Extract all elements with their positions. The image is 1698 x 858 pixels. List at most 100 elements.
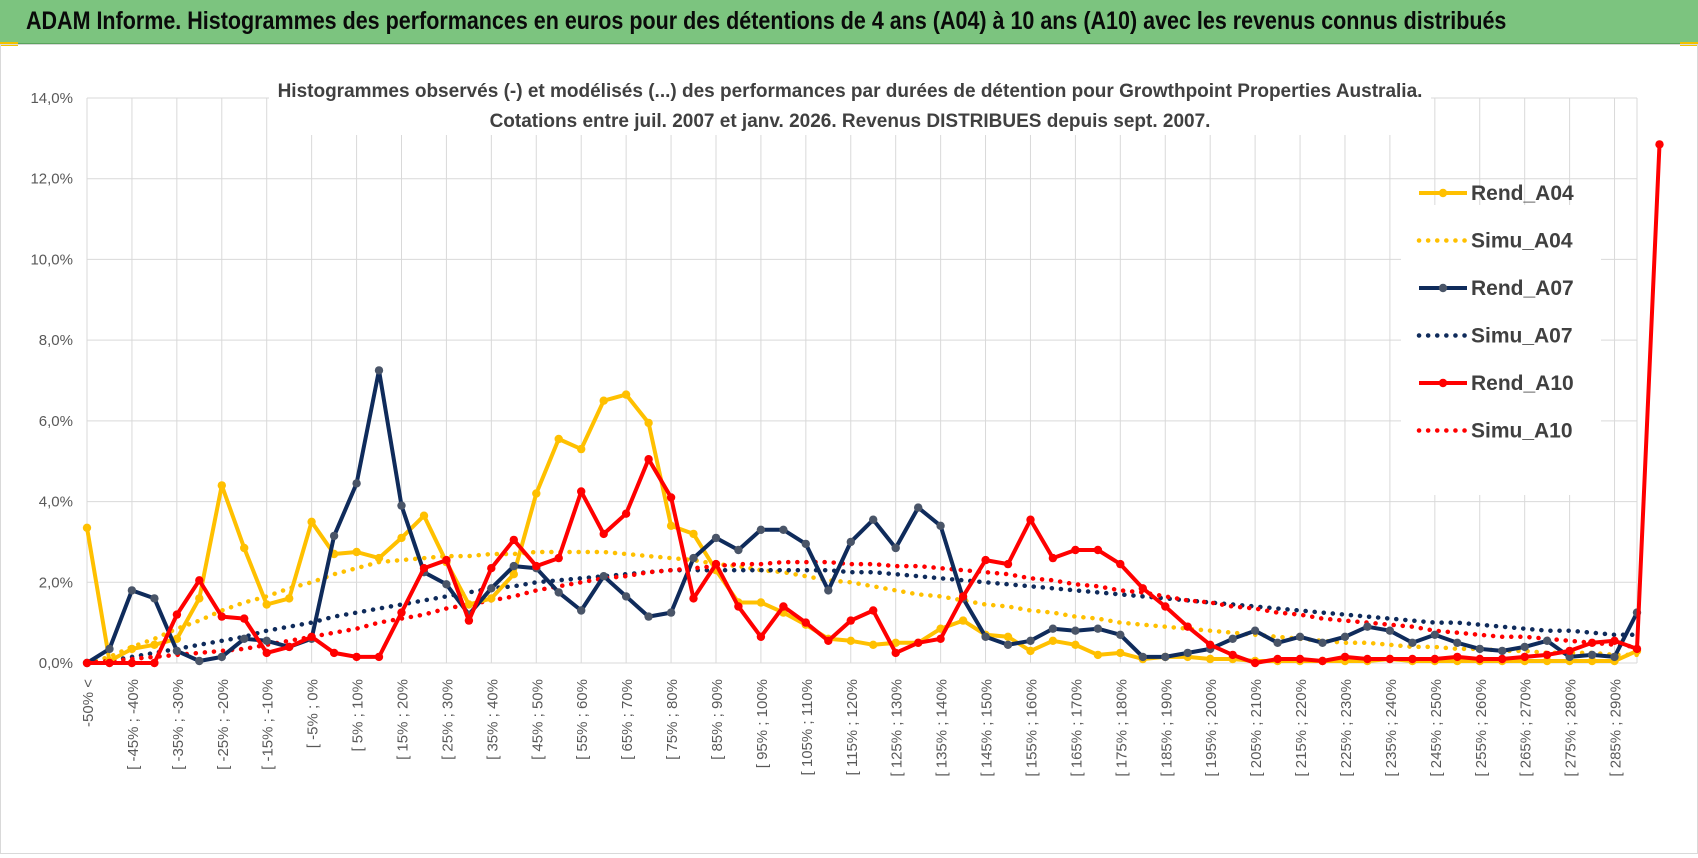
data-point-Rend_A04 xyxy=(689,529,698,539)
data-point-Rend_A10 xyxy=(1363,654,1372,664)
x-tick-label: -50% < xyxy=(80,679,97,727)
data-point-Rend_A10 xyxy=(1565,646,1574,656)
data-point-Rend_A07 xyxy=(509,561,518,571)
data-point-Rend_A10 xyxy=(329,648,339,658)
data-point-Rend_A10 xyxy=(1453,652,1462,662)
legend-label: Rend_A10 xyxy=(1471,372,1574,395)
data-point-Rend_A07 xyxy=(1363,622,1372,631)
data-point-Rend_A10 xyxy=(554,553,563,563)
data-point-Rend_A04 xyxy=(374,553,384,563)
x-tick-label: [ 15% ; 20% xyxy=(394,679,411,760)
data-point-Rend_A10 xyxy=(195,576,204,585)
data-point-Rend_A04 xyxy=(262,600,271,609)
x-tick-label: [ 95% ; 100% xyxy=(754,679,771,768)
data-point-Rend_A07 xyxy=(824,586,833,595)
data-point-Rend_A10 xyxy=(105,658,114,668)
y-tick-label: 10,0% xyxy=(30,251,73,268)
x-tick-label: [ 255% ; 260% xyxy=(1473,679,1490,777)
series-group xyxy=(82,140,1664,668)
data-point-Rend_A07 xyxy=(1475,644,1485,654)
data-point-Rend_A07 xyxy=(1161,652,1170,662)
legend-label: Simu_A07 xyxy=(1471,325,1573,348)
series-line-Simu_A04 xyxy=(84,549,1640,666)
legend-background xyxy=(1401,205,1601,495)
x-tick-label: [ 205% ; 210% xyxy=(1248,679,1265,777)
data-point-Rend_A07 xyxy=(127,586,137,595)
data-point-Rend_A10 xyxy=(1587,638,1597,647)
title-background xyxy=(269,75,1431,135)
data-point-Rend_A07 xyxy=(217,652,226,662)
data-point-Rend_A07 xyxy=(1318,638,1327,647)
data-point-Rend_A04 xyxy=(621,390,631,399)
x-tick-label: [ 35% ; 40% xyxy=(484,679,501,760)
data-point-Rend_A10 xyxy=(240,614,249,623)
chart-frame: 0,0% 2,0% 4,0% 6,0% 8,0% 10,0% 12,0% 14,0% -50%… xyxy=(0,44,1698,854)
data-point-Rend_A07 xyxy=(756,525,766,534)
data-point-Rend_A04 xyxy=(869,640,878,649)
data-point-Rend_A10 xyxy=(891,648,900,658)
legend-label: Simu_A04 xyxy=(1471,230,1573,253)
banner-title: ADAM Informe. Histogrammes des performan… xyxy=(26,7,1507,35)
data-point-Rend_A07 xyxy=(172,646,182,656)
data-point-Rend_A04 xyxy=(1003,632,1013,641)
data-point-Rend_A07 xyxy=(1385,626,1395,635)
x-tick-label: [ 85% ; 90% xyxy=(709,679,726,760)
series-line-Simu_A10 xyxy=(84,559,1640,666)
data-point-Rend_A10 xyxy=(1003,559,1013,569)
data-point-Rend_A07 xyxy=(846,537,855,547)
data-point-Rend_A10 xyxy=(1610,636,1619,645)
data-point-Rend_A10 xyxy=(1250,658,1260,668)
data-point-Rend_A07 xyxy=(577,606,586,615)
data-point-Rend_A07 xyxy=(150,594,159,603)
data-point-Rend_A10 xyxy=(1498,654,1507,664)
x-axis: -50% < [ -45% ; -40% [ -35% ; -30% [ -25% ;… xyxy=(80,679,1625,777)
data-point-Rend_A04 xyxy=(1026,646,1035,656)
data-point-Rend_A07 xyxy=(1003,640,1013,649)
x-tick-label: [ 165% ; 170% xyxy=(1068,679,1085,777)
line-chart: 0,0% 2,0% 4,0% 6,0% 8,0% 10,0% 12,0% 14,0% -50%… xyxy=(30,75,1664,777)
data-point-Rend_A10 xyxy=(487,564,496,573)
data-point-Rend_A10 xyxy=(756,632,766,641)
data-point-Rend_A10 xyxy=(442,555,451,565)
data-point-Rend_A10 xyxy=(1093,545,1103,555)
x-tick-label: [ 135% ; 140% xyxy=(934,679,951,777)
data-point-Rend_A07 xyxy=(801,539,810,549)
data-point-Rend_A04 xyxy=(172,634,182,643)
series-Simu_A04 xyxy=(84,549,1640,666)
legend-marker xyxy=(1438,188,1448,198)
data-point-Rend_A07 xyxy=(374,366,384,375)
legend-label: Simu_A10 xyxy=(1471,420,1573,443)
x-tick-label: [ 75% ; 80% xyxy=(664,679,681,760)
x-tick-label: [ -5% ; 0% xyxy=(305,679,322,748)
y-tick-label: 2,0% xyxy=(39,574,73,591)
data-point-Rend_A07 xyxy=(1520,642,1529,652)
legend-label: Rend_A07 xyxy=(1471,277,1574,300)
data-point-Rend_A10 xyxy=(644,455,653,464)
data-point-Rend_A10 xyxy=(1408,654,1417,664)
data-point-Rend_A04 xyxy=(82,523,92,532)
data-point-Rend_A10 xyxy=(532,561,541,571)
data-point-Rend_A10 xyxy=(82,658,92,668)
data-point-Rend_A10 xyxy=(689,594,698,603)
x-tick-label: [ 285% ; 290% xyxy=(1608,679,1625,777)
data-point-Rend_A04 xyxy=(532,489,541,498)
data-point-Rend_A07 xyxy=(195,656,204,666)
data-point-Rend_A10 xyxy=(599,529,608,539)
data-point-Rend_A07 xyxy=(1498,646,1507,656)
data-point-Rend_A07 xyxy=(1250,626,1260,635)
y-tick-label: 8,0% xyxy=(39,332,73,349)
legend-label: Rend_A04 xyxy=(1471,182,1574,205)
data-point-Rend_A10 xyxy=(1071,545,1080,555)
data-point-Rend_A04 xyxy=(240,543,249,553)
data-point-Rend_A07 xyxy=(621,592,631,601)
data-point-Rend_A04 xyxy=(599,396,608,405)
data-point-Rend_A10 xyxy=(1183,622,1192,631)
data-point-Rend_A10 xyxy=(801,618,810,627)
data-point-Rend_A10 xyxy=(734,602,743,611)
x-tick-label: [ -15% ; -10% xyxy=(260,679,277,770)
data-point-Rend_A07 xyxy=(1295,632,1305,641)
data-point-Rend_A07 xyxy=(1587,650,1597,660)
chart-title-line2: Cotations entre juil. 2007 et janv. 2026… xyxy=(490,111,1211,132)
data-point-Rend_A07 xyxy=(554,588,563,597)
x-tick-label: [ 185% ; 190% xyxy=(1158,679,1175,777)
